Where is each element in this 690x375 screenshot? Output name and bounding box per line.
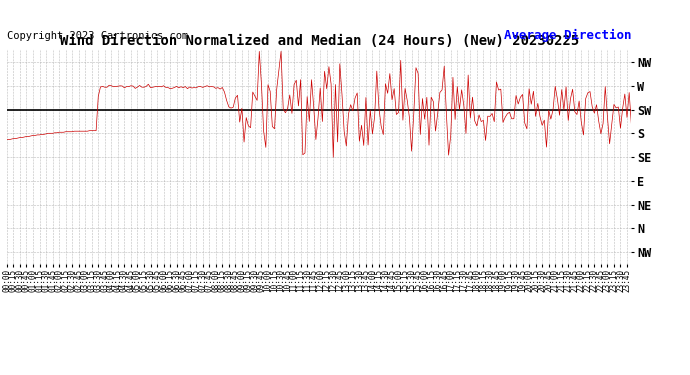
Text: Copyright 2023 Cartronics.com: Copyright 2023 Cartronics.com [7, 32, 188, 41]
Title: Wind Direction Normalized and Median (24 Hours) (New) 20230225: Wind Direction Normalized and Median (24… [59, 34, 579, 48]
Text: Average Direction: Average Direction [504, 29, 631, 42]
